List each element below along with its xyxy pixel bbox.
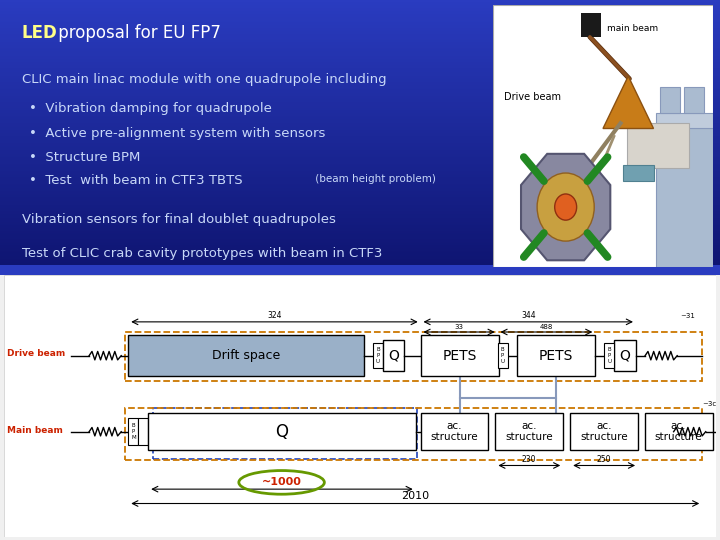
Bar [498, 343, 508, 368]
Text: Q: Q [388, 349, 399, 363]
Text: ac.
structure: ac. structure [580, 421, 628, 442]
Bar [645, 413, 713, 450]
Bar [570, 413, 638, 450]
Text: B
P
U: B P U [376, 347, 380, 364]
Text: 324: 324 [267, 312, 282, 320]
Text: main beam: main beam [608, 24, 659, 33]
Bar [383, 340, 404, 371]
Polygon shape [521, 154, 611, 260]
Bar [0, 270, 720, 540]
Text: •  Active pre-alignment system with sensors: • Active pre-alignment system with senso… [29, 127, 325, 140]
Polygon shape [603, 76, 654, 129]
Text: Q: Q [620, 349, 631, 363]
Bar [420, 413, 488, 450]
Text: ac.
structure: ac. structure [654, 421, 703, 442]
Text: ~3c: ~3c [702, 401, 716, 407]
Text: PETS: PETS [539, 349, 573, 363]
Text: CLIC main linac module with one quadrupole including: CLIC main linac module with one quadrupo… [22, 73, 386, 86]
Text: Vibration sensors for final doublet quadrupoles: Vibration sensors for final doublet quad… [22, 213, 336, 226]
Text: ac.
structure: ac. structure [431, 421, 478, 442]
Text: Test of CLIC crab cavity prototypes with beam in CTF3: Test of CLIC crab cavity prototypes with… [22, 247, 382, 260]
Bar [373, 343, 383, 368]
Text: 230: 230 [522, 455, 536, 464]
Bar [517, 335, 595, 376]
Text: Q: Q [275, 423, 288, 441]
Text: Main beam: Main beam [7, 426, 63, 435]
Bar [684, 86, 704, 113]
Text: ~31: ~31 [680, 314, 696, 320]
Text: •  Structure BPM: • Structure BPM [29, 151, 140, 164]
Text: B
P
M: B P M [131, 423, 135, 440]
Bar [656, 129, 713, 267]
Text: B
P
U: B P U [500, 347, 505, 364]
Bar [420, 335, 499, 376]
Text: Drift space: Drift space [212, 349, 280, 362]
Circle shape [554, 194, 577, 220]
Bar [495, 413, 563, 450]
Text: 488: 488 [539, 323, 553, 329]
Text: Drive beam: Drive beam [504, 92, 561, 102]
Bar [614, 340, 636, 371]
Text: B
P
U: B P U [608, 347, 611, 364]
Bar [605, 343, 614, 368]
Bar [660, 86, 680, 113]
Text: •  Vibration damping for quadrupole: • Vibration damping for quadrupole [29, 102, 271, 114]
Bar [128, 418, 138, 445]
Bar [148, 413, 415, 450]
Text: (beam height problem): (beam height problem) [312, 174, 436, 184]
Circle shape [537, 173, 594, 241]
Text: 2010: 2010 [401, 491, 429, 501]
Text: ac.
structure: ac. structure [505, 421, 553, 442]
Bar [0, 265, 720, 275]
Bar [128, 335, 364, 376]
Bar [627, 123, 688, 168]
Text: Drive beam: Drive beam [7, 349, 66, 359]
Bar [656, 113, 713, 129]
Text: proposal for EU FP7: proposal for EU FP7 [53, 24, 221, 42]
Text: 250: 250 [597, 455, 611, 464]
Bar [581, 14, 600, 37]
Text: LED: LED [22, 24, 58, 42]
Bar [623, 165, 654, 181]
Text: ~1000: ~1000 [261, 477, 302, 488]
Text: 344: 344 [521, 312, 536, 320]
Text: 33: 33 [454, 323, 464, 329]
Text: PETS: PETS [443, 349, 477, 363]
Bar [138, 418, 148, 445]
Text: •  Test  with beam in CTF3 TBTS: • Test with beam in CTF3 TBTS [29, 174, 242, 187]
